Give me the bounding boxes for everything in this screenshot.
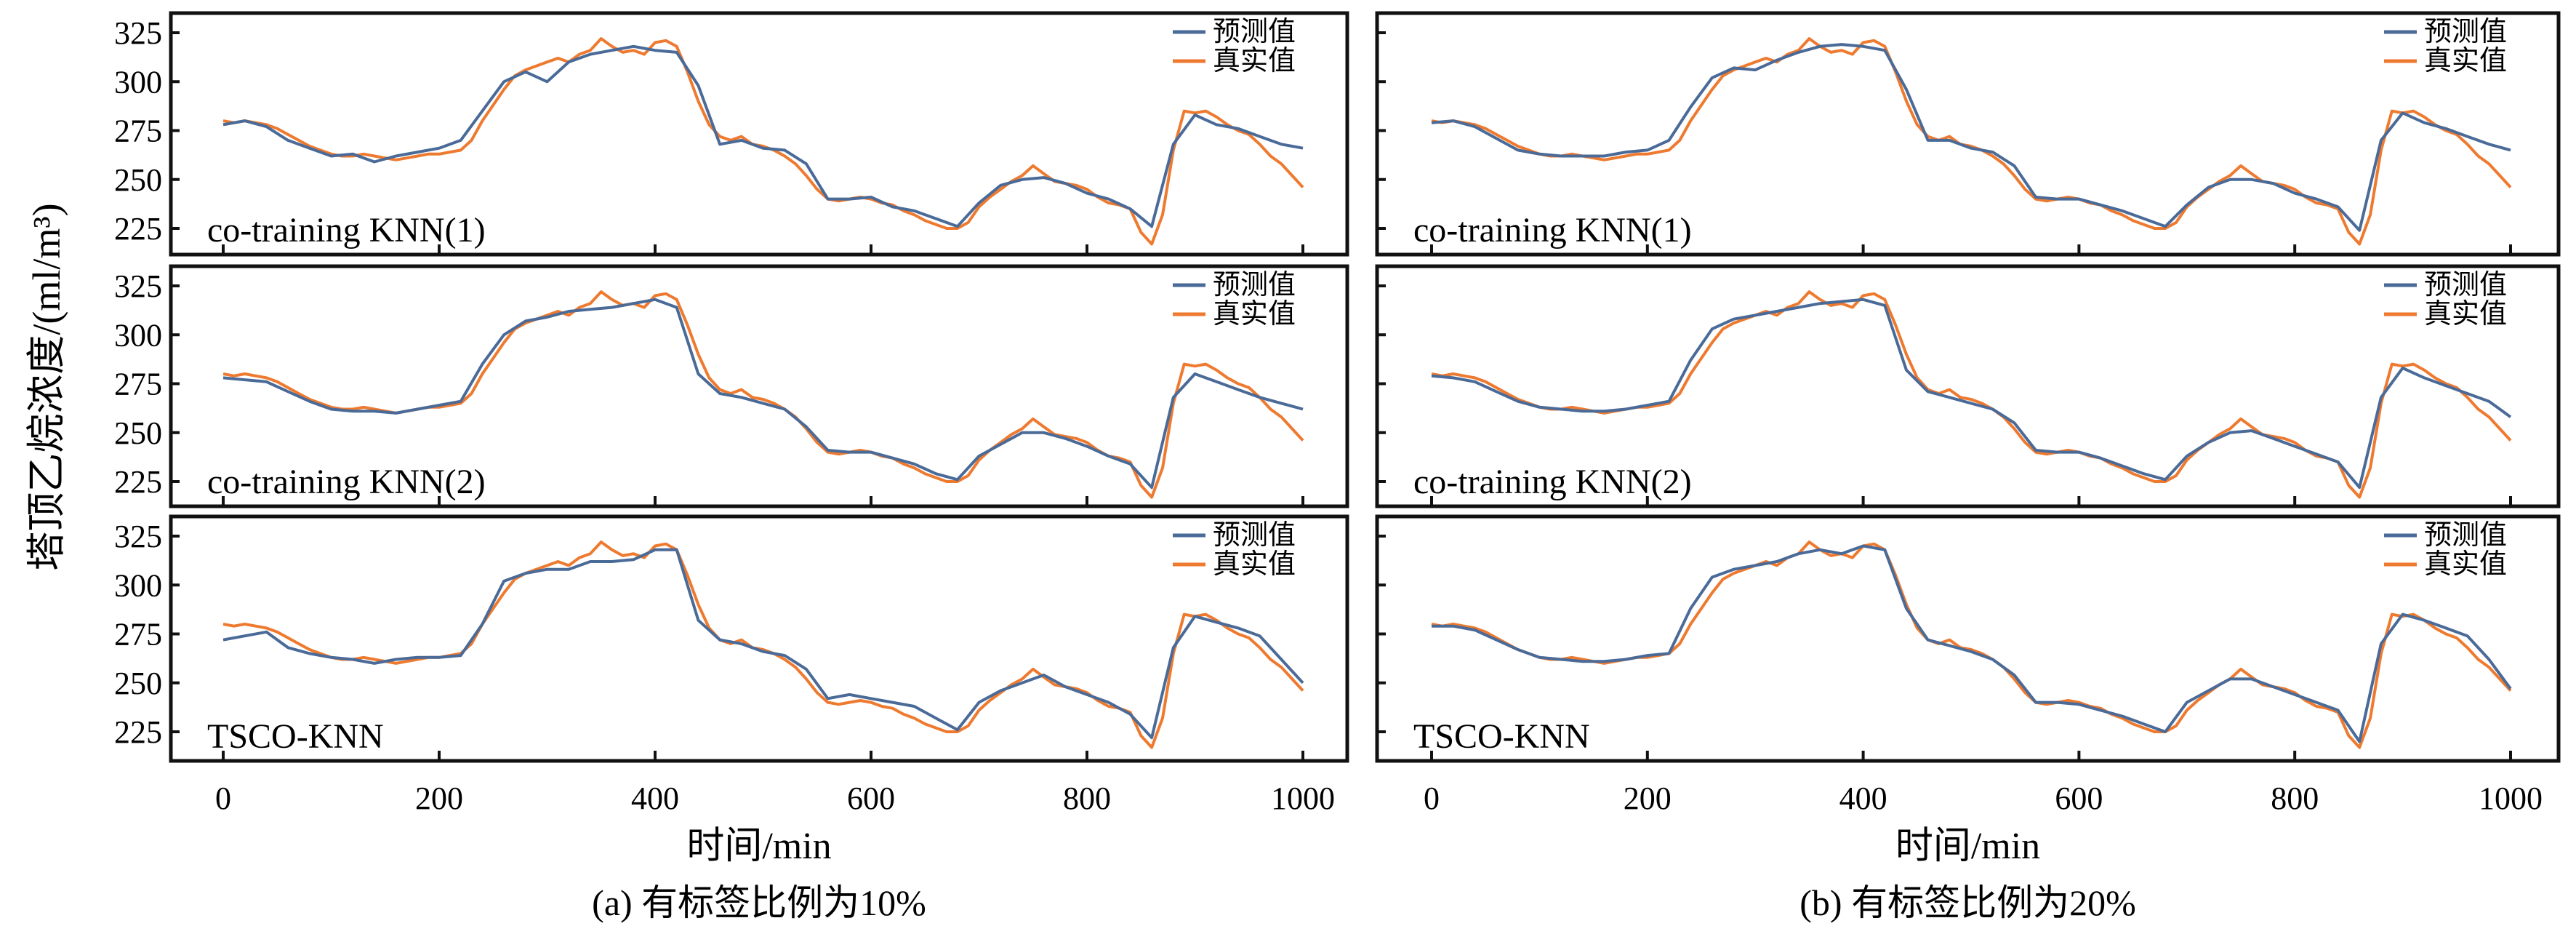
legend-true-label: 真实值 bbox=[1213, 46, 1296, 76]
legend-pred-label: 预测值 bbox=[2424, 520, 2507, 551]
axes-frame bbox=[169, 514, 1349, 763]
y-tick-label: 300 bbox=[114, 64, 162, 100]
y-tick-label: 250 bbox=[114, 666, 162, 701]
legend-true-label: 真实值 bbox=[2424, 299, 2507, 330]
predicted-value-line bbox=[222, 548, 1304, 740]
x-tick-label: 1000 bbox=[1271, 781, 1335, 816]
panel-label: TSCO-KNN bbox=[1413, 717, 1590, 756]
legend-true-label: 真实值 bbox=[2424, 549, 2507, 580]
x-axis-label-b: 时间/min bbox=[1895, 826, 2040, 867]
predicted-value-line bbox=[1431, 43, 2511, 232]
true-value-line bbox=[1431, 540, 2512, 749]
predicted-value-line bbox=[222, 44, 1304, 228]
y-tick-label: 325 bbox=[114, 15, 162, 51]
panel-label: co-training KNN(2) bbox=[1413, 463, 1692, 501]
y-tick-label: 325 bbox=[114, 519, 162, 554]
predicted-value-line bbox=[222, 298, 1304, 490]
x-tick-label: 200 bbox=[1624, 781, 1672, 816]
x-tick-label: 0 bbox=[215, 781, 231, 816]
legend-pred-label: 预测值 bbox=[2424, 17, 2507, 47]
panel-label: co-training KNN(1) bbox=[1413, 211, 1692, 250]
axes-frame bbox=[169, 264, 1349, 508]
x-tick-label: 1000 bbox=[2479, 781, 2543, 816]
x-tick-label: 0 bbox=[1424, 781, 1440, 816]
x-tick-label: 600 bbox=[2055, 781, 2103, 816]
y-tick-label: 300 bbox=[114, 567, 162, 603]
caption-b: (b) 有标签比例为20% bbox=[1799, 882, 2135, 923]
legend-pred-label: 预测值 bbox=[1213, 520, 1296, 551]
legend-pred-label: 预测值 bbox=[2424, 270, 2507, 300]
panel-label: co-training KNN(1) bbox=[207, 211, 486, 250]
y-tick-label: 225 bbox=[114, 464, 162, 500]
x-axis-label-a: 时间/min bbox=[686, 826, 831, 867]
axes-frame bbox=[1375, 11, 2561, 257]
y-tick-label: 250 bbox=[114, 415, 162, 451]
predicted-value-line bbox=[1431, 298, 2512, 490]
x-tick-label: 200 bbox=[415, 781, 463, 816]
legend-true-label: 真实值 bbox=[1213, 299, 1296, 330]
predicted-value-line bbox=[1432, 544, 2512, 743]
legend-pred-label: 预测值 bbox=[1213, 17, 1296, 47]
x-tick-label: 400 bbox=[1839, 781, 1887, 816]
panel-label: TSCO-KNN bbox=[207, 717, 384, 756]
legend-true-label: 真实值 bbox=[1213, 549, 1296, 580]
x-tick-label: 600 bbox=[847, 781, 895, 816]
x-tick-label: 400 bbox=[631, 781, 679, 816]
axes-frame bbox=[1375, 264, 2561, 508]
y-tick-label: 225 bbox=[114, 211, 162, 247]
y-tick-label: 325 bbox=[114, 268, 162, 304]
y-tick-label: 275 bbox=[114, 113, 162, 149]
axes-frame bbox=[1375, 514, 2561, 763]
legend-pred-label: 预测值 bbox=[1213, 270, 1296, 300]
y-axis-label: 塔顶乙烷浓度/(ml/m³) bbox=[25, 203, 68, 570]
y-tick-label: 225 bbox=[114, 714, 162, 750]
y-tick-label: 275 bbox=[114, 367, 162, 402]
x-tick-label: 800 bbox=[1063, 781, 1111, 816]
panel-a-3: 225 250 275 300 325 0 200 400 600 800 1000 TSCO-KNN… bbox=[114, 514, 1349, 816]
legend-true-label: 真实值 bbox=[2424, 46, 2507, 76]
y-tick-label: 275 bbox=[114, 617, 162, 652]
panel-label: co-training KNN(2) bbox=[207, 463, 486, 501]
true-value-line bbox=[222, 540, 1304, 749]
x-tick-label: 800 bbox=[2271, 781, 2319, 816]
axes-frame bbox=[169, 11, 1349, 257]
y-tick-label: 300 bbox=[114, 317, 162, 353]
caption-a: (a) 有标签比例为10% bbox=[592, 882, 926, 923]
true-value-line bbox=[1431, 37, 2512, 246]
y-tick-label: 250 bbox=[114, 162, 162, 198]
